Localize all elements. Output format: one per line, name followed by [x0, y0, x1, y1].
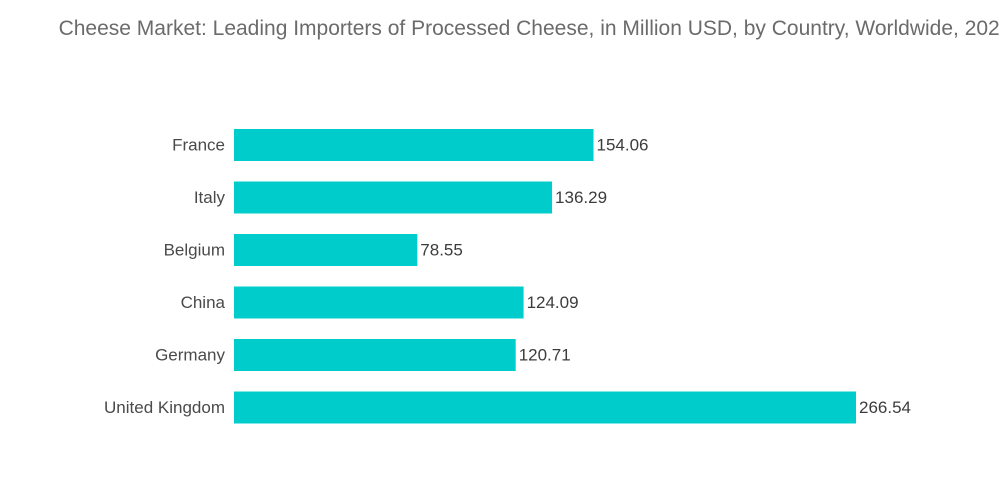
category-label-belgium: Belgium: [164, 241, 225, 260]
category-label-china: China: [181, 293, 226, 312]
bar-united-kingdom: [234, 391, 856, 424]
value-label-china: 124.09: [527, 293, 579, 312]
category-label-united-kingdom: United Kingdom: [104, 398, 225, 417]
category-label-germany: Germany: [155, 346, 225, 365]
value-label-belgium: 78.55: [420, 241, 463, 260]
category-label-italy: Italy: [194, 188, 226, 207]
bar-france: [234, 129, 594, 161]
chart-title: Cheese Market: Leading Importers of Proc…: [58, 17, 1000, 40]
value-label-germany: 120.71: [519, 346, 571, 365]
category-label-france: France: [172, 136, 225, 155]
value-label-united-kingdom: 266.54: [859, 398, 911, 417]
value-label-italy: 136.29: [555, 188, 607, 207]
value-label-france: 154.06: [597, 136, 649, 155]
bar-china: [234, 286, 524, 319]
bar-germany: [234, 339, 516, 371]
bar-belgium: [234, 234, 418, 266]
bar-italy: [234, 181, 553, 214]
